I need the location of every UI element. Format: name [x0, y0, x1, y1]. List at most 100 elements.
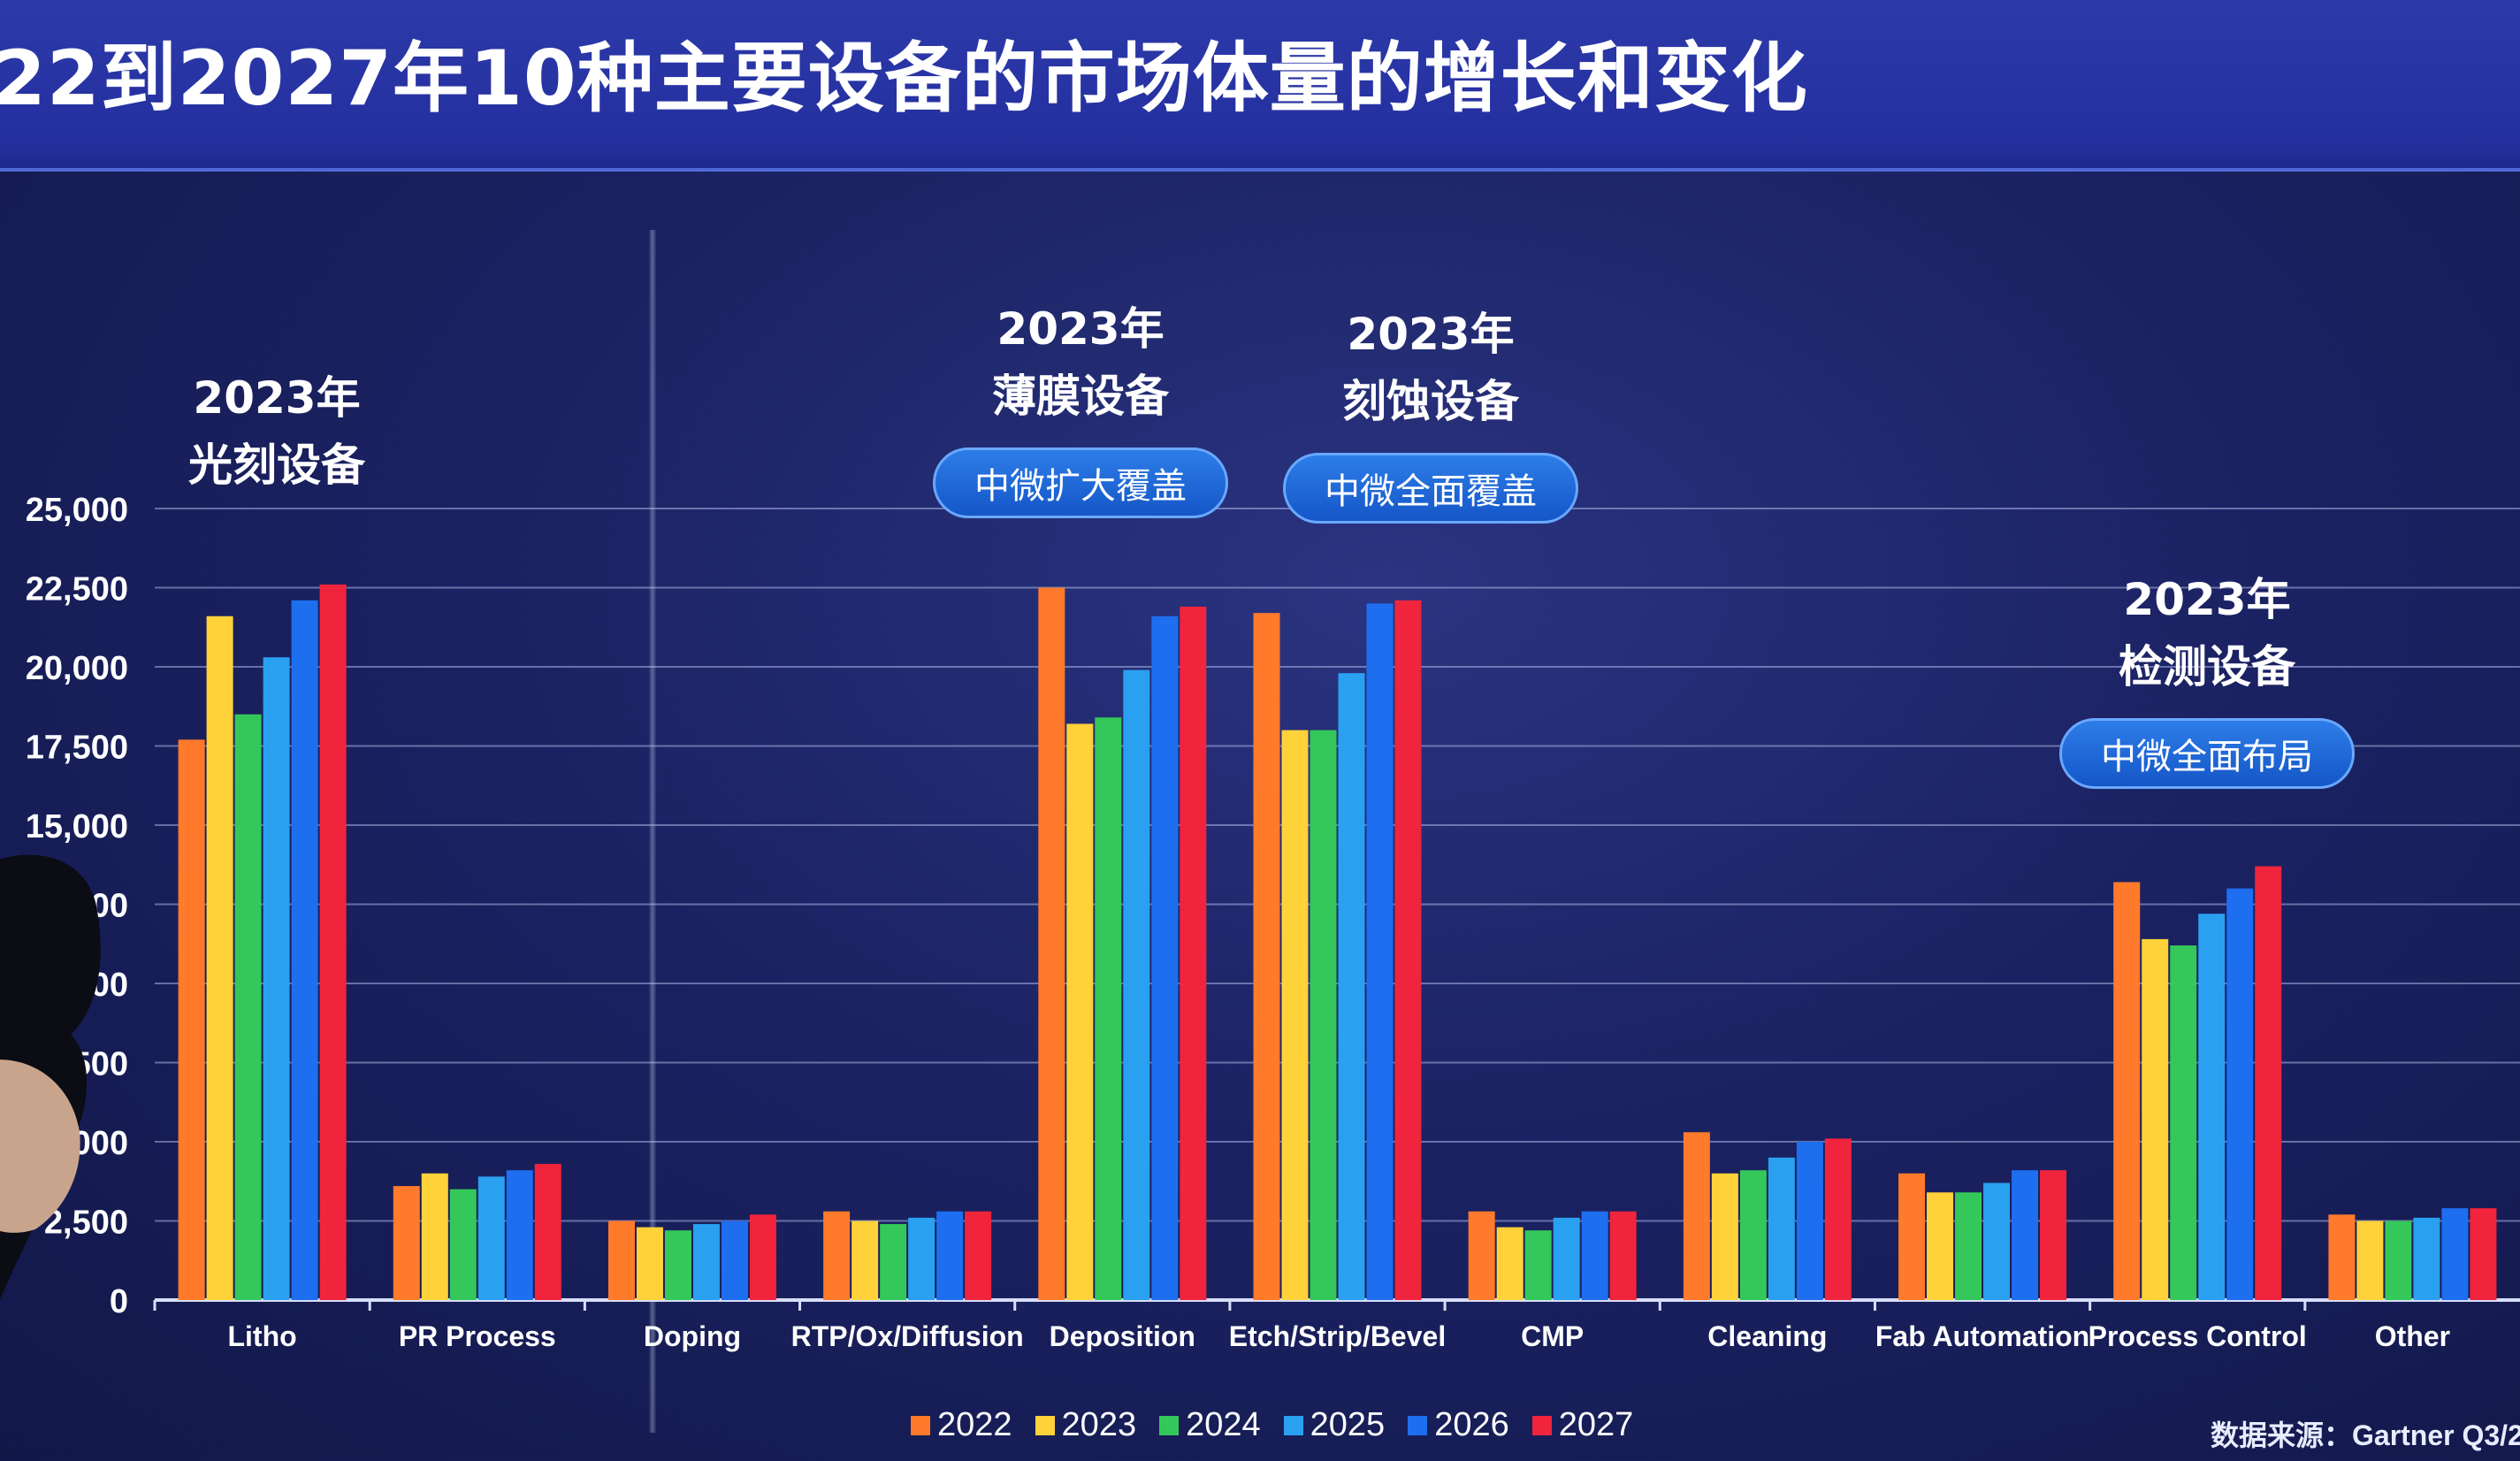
bar-2024 [234, 714, 262, 1300]
bar-2022 [2328, 1214, 2356, 1300]
bar-2027 [2255, 866, 2282, 1300]
legend-swatch [1531, 1415, 1552, 1435]
bar-2025 [1983, 1182, 2011, 1300]
x-category-label: PR Process [399, 1320, 556, 1352]
bar-2023 [636, 1227, 663, 1300]
bar-2022 [607, 1220, 635, 1300]
y-tick-label: 20,000 [26, 650, 128, 687]
x-category-label: Deposition [1050, 1320, 1195, 1352]
legend-item-2024: 2024 [1159, 1406, 1261, 1444]
bar-2027 [2040, 1170, 2067, 1300]
bar-2025 [2413, 1217, 2440, 1300]
annotation-badge: 中微扩大覆盖 [933, 447, 1228, 518]
presenter-silhouette [0, 854, 101, 1461]
bar-2024 [1310, 730, 1337, 1300]
bar-2023 [2142, 938, 2169, 1300]
bar-2025 [263, 657, 290, 1300]
legend-label: 2025 [1310, 1406, 1386, 1443]
annotation-litho: 2023年 光刻设备 [188, 364, 365, 499]
y-tick-label: 2,500 [44, 1205, 128, 1242]
y-tick-label: 17,500 [26, 730, 128, 767]
bar-2026 [291, 600, 318, 1300]
data-source: 数据来源：Gartner Q3/202 [2211, 1419, 2520, 1451]
bar-2025 [908, 1217, 935, 1300]
legend-swatch [911, 1415, 930, 1435]
bar-2027 [1609, 1211, 1637, 1300]
bar-2026 [1151, 616, 1179, 1300]
x-category-label: Other [2375, 1320, 2450, 1352]
legend-label: 2023 [1061, 1406, 1137, 1443]
bar-2024 [449, 1189, 477, 1300]
legend-swatch [1159, 1415, 1180, 1435]
legend-swatch [1283, 1415, 1303, 1435]
bar-2023 [851, 1220, 879, 1300]
annotation-etch: 2023年 刻蚀设备 中微全面覆盖 [1283, 301, 1578, 524]
legend-label: 2022 [937, 1406, 1012, 1443]
legend-label: 2027 [1558, 1406, 1634, 1443]
legend-item-2026: 2026 [1408, 1406, 1509, 1444]
bar-2022 [823, 1211, 851, 1300]
bar-2023 [2356, 1220, 2384, 1300]
bar-2027 [1824, 1138, 1852, 1300]
bar-2024 [1095, 717, 1122, 1300]
bar-2022 [1898, 1173, 1926, 1300]
y-tick-label: 22,500 [26, 571, 128, 608]
legend-swatch [1408, 1415, 1428, 1435]
legend-item-2027: 2027 [1531, 1406, 1634, 1444]
annotation-badge: 中微全面布局 [2059, 718, 2355, 789]
bar-2027 [319, 584, 347, 1300]
x-category-label: Fab Automation [1875, 1320, 2089, 1352]
bar-2022 [1253, 613, 1280, 1300]
legend-item-2022: 2022 [911, 1406, 1012, 1444]
bar-2023 [1496, 1227, 1523, 1300]
chart-legend: 2022 2023 2024 2025 2026 2027 [911, 1406, 1633, 1444]
bar-2027 [749, 1214, 776, 1300]
bar-2022 [1038, 587, 1065, 1300]
bar-2022 [393, 1186, 420, 1300]
bar-2025 [1553, 1217, 1580, 1300]
bar-2026 [936, 1211, 964, 1300]
bar-2025 [477, 1176, 505, 1300]
y-tick-label: 25,000 [26, 492, 128, 529]
bar-2023 [1281, 730, 1309, 1300]
legend-label: 2024 [1186, 1406, 1261, 1443]
bar-2022 [1683, 1132, 1710, 1300]
y-tick-label: 0 [110, 1283, 128, 1320]
bar-2026 [2012, 1170, 2039, 1300]
annotation-year: 2023年 [193, 372, 361, 424]
bar-2026 [2441, 1208, 2469, 1300]
legend-label: 2026 [1434, 1406, 1509, 1443]
bar-2023 [1927, 1192, 1954, 1300]
title-band: 22到2027年10种主要设备的市场体量的增长和变化 [0, 0, 2520, 172]
bar-2024 [2170, 945, 2197, 1300]
bar-2027 [965, 1211, 992, 1300]
legend-swatch [1035, 1415, 1055, 1435]
annotation-equipment: 薄膜设备 [992, 371, 1169, 422]
bar-2024 [1524, 1230, 1552, 1300]
bar-2026 [1796, 1142, 1823, 1300]
bar-2026 [2226, 888, 2254, 1300]
bar-2026 [1581, 1211, 1608, 1300]
bar-2026 [721, 1220, 748, 1300]
page-title: 22到2027年10种主要设备的市场体量的增长和变化 [0, 34, 1808, 123]
bar-2024 [1739, 1170, 1767, 1300]
screen-divider [649, 230, 656, 1433]
annotation-year: 2023年 [997, 303, 1165, 355]
y-tick-label: 15,000 [26, 808, 128, 845]
bar-2025 [692, 1224, 720, 1300]
bar-2025 [1768, 1157, 1795, 1300]
bar-2025 [2198, 914, 2226, 1300]
x-category-label: RTP/Ox/Diffusion [791, 1320, 1024, 1352]
bar-2027 [534, 1164, 561, 1300]
annotation-process-control: 2023年 检测设备 中微全面布局 [2059, 566, 2355, 789]
bar-2026 [506, 1170, 533, 1300]
x-category-label: CMP [1521, 1320, 1584, 1352]
bar-2027 [1394, 600, 1422, 1300]
annotation-equipment: 检测设备 [2119, 641, 2295, 692]
x-category-label: Cleaning [1707, 1320, 1827, 1352]
annotation-deposition: 2023年 薄膜设备 中微扩大覆盖 [933, 295, 1228, 518]
bar-2025 [1338, 673, 1365, 1300]
bar-2026 [1366, 603, 1394, 1300]
bar-2024 [880, 1224, 907, 1300]
x-category-label: Etch/Strip/Bevel [1229, 1320, 1446, 1352]
